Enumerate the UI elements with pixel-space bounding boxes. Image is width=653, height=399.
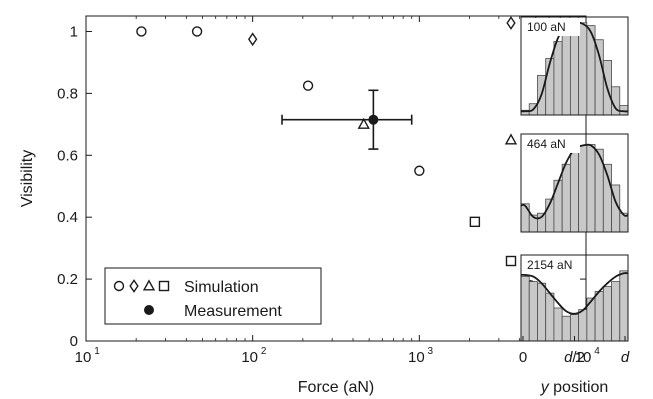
histogram-bar bbox=[611, 281, 621, 342]
annotation-background bbox=[522, 256, 580, 274]
annotation-background bbox=[522, 135, 580, 153]
legend-label-simulation: Simulation bbox=[184, 279, 259, 296]
y-axis-label: Visibility bbox=[19, 150, 36, 208]
simulation-point-circle bbox=[191, 26, 203, 37]
histogram-bar bbox=[594, 291, 604, 342]
histogram-bar bbox=[578, 145, 588, 233]
panel-marker-square bbox=[505, 255, 517, 267]
simulation-point-circle bbox=[414, 165, 425, 176]
histogram-bar bbox=[602, 286, 612, 342]
x-tick-label-base: 10 bbox=[241, 349, 258, 366]
x-tick-label: 10 3 bbox=[408, 346, 434, 366]
histogram-x-tick-label: 0 bbox=[519, 349, 527, 366]
panel-frame bbox=[520, 133, 629, 233]
histogram-bar bbox=[561, 29, 571, 116]
x-tick-label-exponent: 3 bbox=[428, 346, 434, 357]
annotation-background bbox=[522, 18, 580, 36]
x-tick-label-base: 10 bbox=[75, 349, 92, 366]
legend-marker-circle bbox=[113, 280, 125, 292]
histogram-bar bbox=[520, 276, 530, 342]
histogram-bar bbox=[578, 22, 588, 116]
histogram-x-tick-label: d/2 bbox=[564, 349, 585, 366]
legend: Simulation Measurement bbox=[104, 267, 322, 325]
histogram-x-axis-label: y position bbox=[540, 379, 609, 396]
histogram-bar bbox=[561, 315, 571, 342]
x-tick-label-exponent: 1 bbox=[94, 346, 100, 357]
legend-marker-diamond bbox=[129, 279, 139, 293]
x-tick-label: 10 2 bbox=[241, 346, 267, 366]
histogram-bar bbox=[594, 39, 604, 116]
legend-marker-square bbox=[158, 280, 170, 292]
histogram-bar bbox=[578, 309, 588, 342]
histogram-bar bbox=[545, 292, 555, 342]
x-tick-label-base: 10 bbox=[575, 349, 592, 366]
y-tick-label: 0 bbox=[70, 333, 78, 350]
simulation-point-circle bbox=[136, 26, 147, 37]
histogram-bar bbox=[528, 281, 538, 342]
x-axis-label: Force (aN) bbox=[298, 379, 374, 396]
legend-marker-measurement bbox=[144, 305, 154, 315]
histogram-panel-2154an: 2154 aN 0 d/2 d y position bbox=[505, 254, 630, 396]
histogram-bar bbox=[545, 58, 555, 116]
histogram-bar bbox=[553, 179, 563, 233]
x-tick-label: 10 4 bbox=[575, 346, 601, 366]
simulation-point-diamond bbox=[247, 32, 258, 47]
simulation-point-triangle bbox=[357, 117, 370, 129]
simulation-point-circle bbox=[302, 80, 314, 91]
x-tick-label-exponent: 2 bbox=[261, 346, 267, 357]
y-tick-label: 0.2 bbox=[57, 271, 78, 288]
x-tick-label-exponent: 4 bbox=[594, 346, 600, 357]
measurement-point-filled-circle bbox=[368, 114, 379, 125]
panel-annotation: 464 aN bbox=[527, 137, 566, 151]
measurement-error-bars bbox=[281, 89, 413, 150]
panel-annotation: 100 aN bbox=[527, 20, 566, 34]
histogram-bar bbox=[619, 270, 629, 342]
legend-box bbox=[104, 267, 322, 325]
panel-annotation: 2154 aN bbox=[527, 258, 572, 272]
histogram-bar bbox=[553, 41, 563, 116]
legend-label-measurement: Measurement bbox=[184, 303, 282, 320]
histogram-x-tick-label: d bbox=[621, 349, 630, 366]
histogram-panel-100an: 100 aN bbox=[506, 16, 629, 116]
x-tick-label: 10 1 bbox=[75, 346, 101, 366]
simulation-point-square bbox=[469, 216, 481, 228]
histogram-bar bbox=[520, 203, 530, 233]
histogram-bar bbox=[569, 150, 580, 233]
y-tick-label: 0.6 bbox=[57, 147, 78, 164]
legend-marker-triangle bbox=[142, 279, 156, 291]
y-tick-label: 1 bbox=[70, 23, 78, 40]
panel-marker-diamond bbox=[506, 16, 516, 30]
histogram-bar bbox=[537, 282, 547, 342]
histogram-bar bbox=[569, 22, 580, 116]
x-tick-label-base: 10 bbox=[408, 349, 425, 366]
histogram-bar bbox=[586, 144, 596, 233]
fit-curve bbox=[520, 272, 629, 315]
panel-frame bbox=[520, 16, 629, 116]
y-tick-label: 0.4 bbox=[57, 209, 78, 226]
y-tick-label: 0.8 bbox=[57, 85, 78, 102]
histogram-bar bbox=[561, 163, 571, 233]
histogram-bar bbox=[553, 307, 563, 342]
panel-marker-triangle bbox=[504, 133, 518, 145]
histogram-panel-464an: 464 aN bbox=[504, 133, 629, 233]
